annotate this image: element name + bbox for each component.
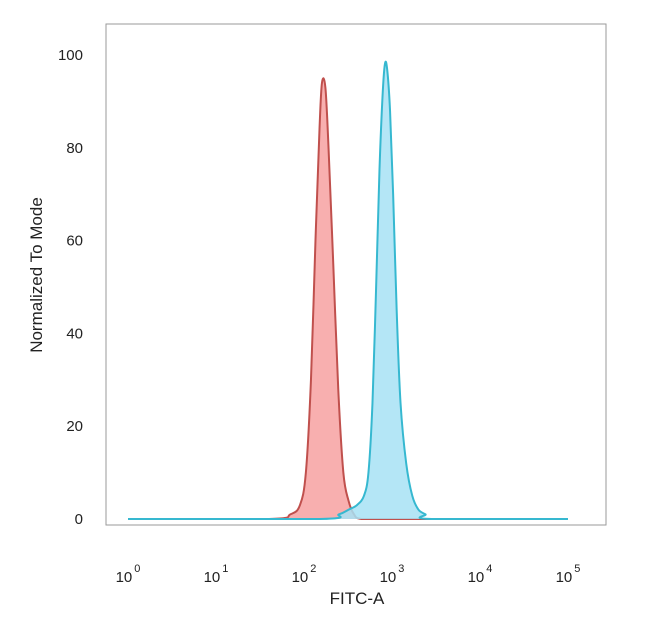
- y-tick-label: 0: [75, 511, 83, 528]
- x-tick-label: 10 1: [204, 563, 229, 586]
- x-tick-label: 10 4: [468, 563, 493, 586]
- x-tick-label: 10 2: [292, 563, 317, 586]
- x-tick-label: 10 5: [556, 563, 581, 586]
- y-tick-label: 60: [66, 233, 83, 250]
- x-tick-labels: 10 0 10 1 10 2 10 3 10 4 10 5: [116, 563, 581, 586]
- plot-frame: [105, 23, 607, 526]
- x-axis-title: FITC-A: [330, 589, 385, 608]
- x-tick-label: 10 3: [380, 563, 405, 586]
- x-tick-label: 10 0: [116, 563, 141, 586]
- y-tick-labels: 0 20 40 60 80 100: [58, 47, 83, 528]
- y-tick-label: 80: [66, 140, 83, 157]
- series-1-line: [128, 60, 568, 521]
- series-layer: [128, 60, 568, 521]
- y-tick-label: 40: [66, 325, 83, 342]
- y-axis-title: Normalized To Mode: [27, 197, 46, 353]
- y-tick-label: 20: [66, 418, 83, 435]
- y-tick-label: 100: [58, 47, 83, 64]
